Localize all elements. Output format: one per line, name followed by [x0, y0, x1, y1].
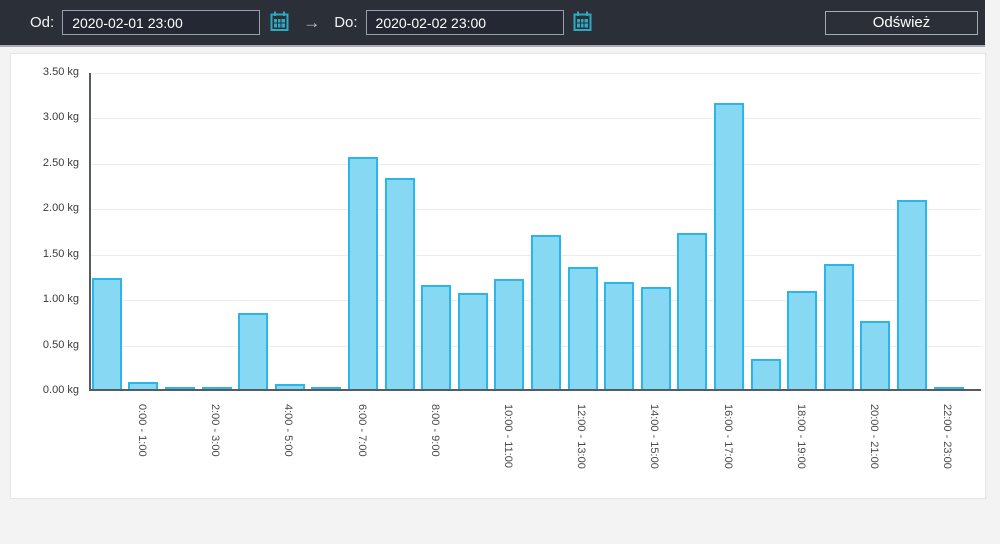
bar	[91, 278, 122, 389]
x-axis-tick-label: 2:00 - 3:00	[209, 404, 222, 457]
from-label: Od:	[30, 14, 55, 31]
bar	[640, 287, 671, 389]
gridline	[91, 73, 981, 74]
x-axis-tick-label: 12:00 - 13:00	[575, 404, 588, 469]
x-axis-tick-label: 20:00 - 21:00	[867, 404, 880, 469]
x-axis-tick-label: 10:00 - 11:00	[501, 404, 514, 469]
x-axis-tick-label: 4:00 - 5:00	[282, 404, 295, 457]
gridline	[91, 209, 981, 211]
bar	[274, 384, 305, 389]
bar	[348, 157, 378, 389]
gridline	[91, 163, 981, 165]
bar	[165, 387, 195, 389]
bar	[421, 285, 452, 389]
bar	[128, 382, 159, 389]
x-axis-tick-label: 14:00 - 15:00	[648, 404, 661, 469]
bar	[714, 103, 744, 389]
x-axis-tick-label: 6:00 - 7:00	[355, 404, 368, 457]
calendar-icon	[573, 11, 592, 35]
from-calendar-button[interactable]	[269, 11, 289, 35]
y-axis-tick-label: 3.00 kg	[42, 111, 79, 124]
bar	[933, 387, 964, 389]
y-axis-tick-label: 2.50 kg	[42, 156, 79, 169]
bar	[531, 235, 561, 389]
y-axis-tick-label: 0.50 kg	[42, 338, 79, 351]
bar	[787, 291, 818, 389]
bar	[311, 387, 342, 389]
to-label: Do:	[334, 14, 358, 31]
bar	[604, 282, 635, 389]
calendar-icon	[270, 11, 289, 35]
from-date-input[interactable]	[62, 10, 261, 35]
bar	[677, 233, 708, 389]
x-axis-tick-label: 18:00 - 19:00	[794, 404, 807, 469]
bar	[823, 264, 854, 389]
x-axis-tick-label: 22:00 - 23:00	[941, 404, 954, 469]
to-date-input[interactable]	[365, 10, 564, 35]
plot-area	[89, 73, 981, 391]
bar	[897, 200, 927, 389]
y-axis-tick-label: 1.00 kg	[42, 293, 79, 306]
refresh-button[interactable]: Odśwież	[825, 10, 978, 35]
bar	[201, 387, 232, 389]
chart-panel: 0.00 kg 0.50 kg 1.00 kg 1.50 kg 2.00 kg 2.50 …	[10, 53, 986, 499]
bar	[238, 313, 269, 389]
arrow-right-icon: →	[303, 13, 321, 32]
bar	[457, 293, 488, 389]
bar	[567, 267, 598, 389]
gridline	[91, 118, 981, 120]
y-axis-tick-label: 3.50 kg	[42, 66, 79, 78]
y-axis-tick-label: 0.00 kg	[42, 384, 79, 396]
to-calendar-button[interactable]	[573, 11, 593, 35]
bar	[860, 321, 891, 389]
y-axis-tick-label: 1.50 kg	[42, 247, 79, 260]
y-axis-tick-label: 2.00 kg	[42, 202, 79, 215]
bar	[750, 359, 781, 389]
bar	[384, 178, 415, 389]
toolbar: Od: → Do:	[0, 0, 985, 47]
x-axis-tick-label: 0:00 - 1:00	[135, 404, 148, 457]
bar	[494, 279, 525, 389]
x-axis-tick-label: 16:00 - 17:00	[721, 404, 734, 469]
x-axis-tick-label: 8:00 - 9:00	[428, 404, 441, 457]
